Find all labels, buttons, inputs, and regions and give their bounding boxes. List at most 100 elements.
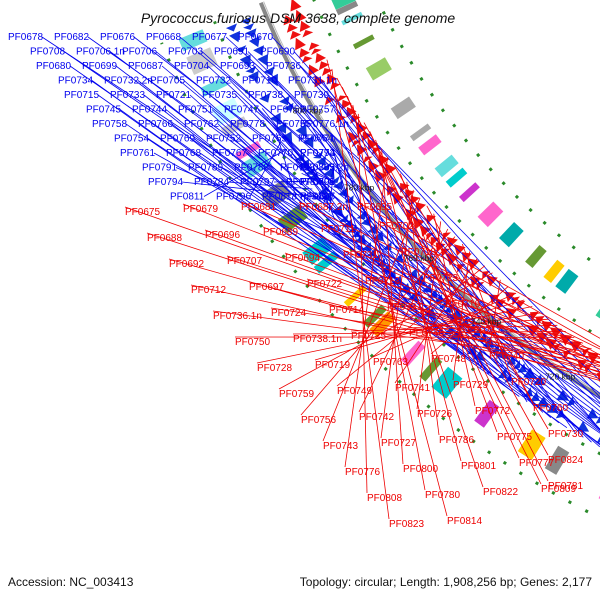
reverse-gene-label: PF0759: [279, 389, 314, 400]
forward-gene-label: PF0770: [258, 148, 293, 159]
reverse-gene-label: PF0728: [257, 363, 292, 374]
reverse-gene-label: PF0688: [147, 233, 182, 244]
outer-category-block: [352, 34, 375, 50]
kbp-tick-label: 800 kbp: [293, 106, 324, 116]
forward-gene-arrow: [245, 66, 257, 74]
reverse-leader-line: [146, 232, 600, 380]
reverse-gene-label: PF0824: [548, 455, 583, 466]
forward-gene-label: PF0807: [300, 192, 335, 203]
reverse-gene-label: PF0692: [169, 259, 204, 270]
forward-leader-line: [165, 109, 512, 392]
forward-leader-line: [333, 152, 360, 250]
forward-gene-label: PF0670: [238, 32, 273, 43]
reverse-gene-label: PF0760: [533, 403, 568, 414]
forward-leader-line: [183, 80, 600, 448]
forward-gene-label: PF0785.2n: [300, 163, 349, 174]
inner-category-block: [210, 97, 243, 126]
forward-gene-label: PF0805: [300, 192, 335, 203]
reverse-gene-label: PF0694: [285, 253, 320, 264]
reverse-leader-line: [342, 249, 600, 364]
forward-gene-label: PF0703: [168, 47, 203, 58]
inner-category-block: [200, 76, 228, 97]
reverse-gene-label: PF0713: [365, 276, 400, 287]
reverse-leader-line: [336, 77, 549, 482]
kbp-tick-label: 720 kbp: [545, 372, 576, 382]
dotted-ring-2: [213, 20, 600, 456]
forward-leader-line: [227, 181, 313, 190]
inner-category-block: [178, 29, 208, 52]
forward-gene-label: PF0747: [224, 105, 259, 116]
reverse-gene-arrow: [348, 131, 359, 144]
forward-gene-label: PF0735: [202, 90, 237, 101]
forward-leader-line: [143, 94, 560, 424]
outer-category-block: [390, 96, 416, 120]
forward-gene-label: PF0792: [300, 148, 335, 159]
forward-gene-label: PF0668: [146, 32, 181, 43]
forward-leader-line: [133, 36, 600, 394]
forward-leader-line: [321, 80, 576, 433]
forward-gene-label: PF0732.2n: [104, 76, 153, 87]
forward-leader-line: [119, 109, 520, 397]
forward-gene-label: PF0739: [294, 90, 329, 101]
outer-category-block: [543, 259, 565, 283]
reverse-leader-line: [357, 113, 368, 494]
forward-gene-label: PF0731.1n: [288, 76, 337, 87]
forward-gene-arrow: [229, 30, 241, 43]
reverse-gene-label: PF0749: [337, 386, 372, 397]
reverse-leader-line: [352, 104, 426, 491]
forward-gene-label: PF0769: [160, 134, 195, 145]
genome-backbone: [258, 1, 600, 399]
forward-gene-arrow: [239, 54, 251, 69]
forward-gene-arrow: [473, 349, 486, 362]
reverse-gene-label: PF0740: [489, 351, 524, 362]
forward-gene-label: PF0811: [170, 192, 205, 203]
forward-leader-line: [267, 167, 341, 228]
forward-leader-line: [247, 51, 600, 404]
forward-gene-label: PF0767: [212, 148, 247, 159]
forward-gene-arrow: [248, 36, 260, 48]
forward-gene-label: PF0758: [92, 119, 127, 130]
forward-leader-line: [137, 80, 600, 446]
forward-gene-label: PF0732: [196, 76, 231, 87]
kbp-tick-label: 780 kbp: [344, 183, 375, 193]
reverse-leader-line: [341, 86, 542, 485]
forward-gene-label: PF0790: [300, 177, 335, 188]
reverse-gene-label: PF0687.2n: [299, 202, 348, 213]
forward-gene-label: PF0776.1n: [300, 119, 349, 130]
reverse-gene-label: PF0697: [249, 282, 284, 293]
reverse-leader-line: [331, 68, 390, 520]
reverse-leader-line: [372, 292, 517, 358]
forward-gene-label: PF0708: [30, 47, 65, 58]
inner-category-block: [313, 250, 340, 274]
forward-leader-line: [235, 94, 544, 413]
reverse-gene-label: PF0720: [511, 377, 546, 388]
reverse-gene-label: PF0763: [373, 357, 408, 368]
forward-leader-line: [147, 138, 432, 326]
forward-gene-arrow: [240, 16, 252, 25]
forward-gene-label: PF0757: [300, 105, 335, 116]
reverse-leader-line: [270, 307, 600, 359]
forward-gene-label: PF0788: [234, 163, 269, 174]
reverse-gene-label: PF0809: [541, 484, 576, 495]
reverse-gene-label: PF0801: [461, 461, 496, 472]
outer-category-block: [499, 222, 524, 248]
reverse-gene-label: PF0746: [409, 328, 444, 339]
reverse-leader-line: [262, 226, 600, 367]
reverse-gene-arrow: [318, 61, 330, 71]
reverse-gene-label: PF0716: [445, 299, 480, 310]
forward-gene-label: PF0682: [54, 32, 89, 43]
reverse-gene-label: PF0786: [439, 435, 474, 446]
outer-category-block: [341, 11, 363, 26]
reverse-leader-line: [336, 265, 486, 387]
reverse-gene-label: PF0675: [125, 207, 160, 218]
forward-gene-label: PF0734: [58, 76, 93, 87]
outer-category-block: [335, 0, 359, 16]
reverse-leader-line: [248, 281, 600, 372]
reverse-gene-label: PF0729: [453, 380, 488, 391]
reverse-gene-label: PF0772: [475, 406, 510, 417]
inner-category-block: [544, 445, 570, 475]
reverse-leader-line: [461, 243, 512, 378]
forward-leader-line: [328, 167, 335, 213]
forward-gene-label: PF0693: [220, 61, 255, 72]
